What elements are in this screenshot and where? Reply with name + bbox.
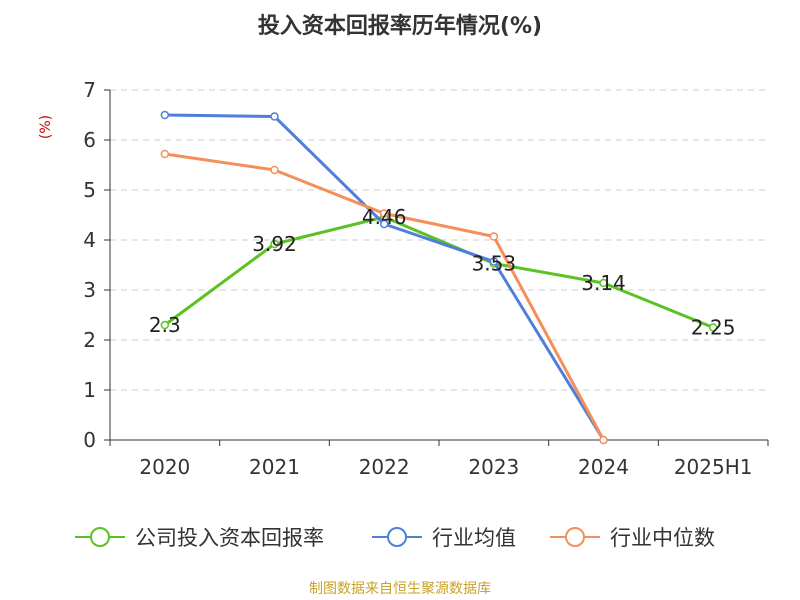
y-tick-label: 0 (83, 428, 96, 452)
legend-marker-1 (387, 527, 407, 547)
y-tick-label: 4 (83, 228, 96, 252)
y-tick-label: 5 (83, 178, 96, 202)
series-lines (160, 110, 718, 445)
data-label: 2.25 (691, 316, 736, 340)
series-point-0 (160, 320, 170, 330)
data-label: 3.53 (472, 252, 517, 276)
legend-marker-2 (565, 527, 585, 547)
legend-marker-0 (90, 527, 110, 547)
x-tick-label: 2021 (249, 455, 300, 479)
series-point-1 (489, 257, 499, 266)
series-point-2 (379, 209, 389, 218)
chart-title: 投入资本回报率历年情况(%) (257, 14, 543, 39)
data-source: 制图数据来自恒生聚源数据库 (309, 581, 491, 597)
y-tick-label: 6 (83, 128, 96, 152)
series-point-0 (270, 239, 279, 249)
series-point-2 (270, 165, 279, 175)
y-axis-label: (%) (38, 115, 54, 139)
data-labels: 2.3 3.92 4.46 3.53 3.14 2.25 (149, 205, 736, 340)
series-point-1 (270, 112, 279, 121)
legend-label-1: 行业均值 (432, 526, 516, 550)
x-tick-label: 2023 (468, 455, 519, 479)
series-point-2 (160, 149, 170, 159)
legend-label-2: 行业中位数 (610, 526, 715, 550)
series-point-0 (599, 278, 608, 288)
series-point-2 (489, 232, 499, 241)
x-tick-label: 2020 (139, 455, 190, 479)
y-tick-label: 7 (83, 78, 96, 102)
legend-label-0: 公司投入资本回报率 (135, 526, 324, 550)
series-line-2 (164, 152, 605, 441)
data-label: 2.3 (149, 313, 181, 337)
axes (109, 90, 768, 441)
series-point-0 (708, 323, 718, 332)
y-tick-label: 2 (83, 328, 96, 352)
data-label: 3.92 (252, 232, 297, 256)
series-point-1 (379, 219, 389, 229)
x-axis-ticks: 2020 2021 2022 2023 2024 2025H1 (109, 440, 769, 479)
x-tick-label: 2024 (578, 455, 629, 479)
y-axis-ticks: 0 1 2 3 4 5 6 7 (83, 78, 110, 452)
data-label: 4.46 (362, 205, 407, 229)
x-tick-label: 2025H1 (674, 455, 753, 479)
y-tick-label: 1 (83, 378, 96, 402)
x-tick-label: 2022 (359, 455, 410, 479)
legend: 公司投入资本回报率 行业均值 行业中位数 (75, 526, 715, 550)
series-point-2 (599, 435, 608, 445)
y-tick-label: 3 (83, 278, 96, 302)
data-label: 3.14 (581, 271, 626, 295)
series-point-1 (160, 110, 170, 120)
series-line-0 (163, 215, 714, 329)
